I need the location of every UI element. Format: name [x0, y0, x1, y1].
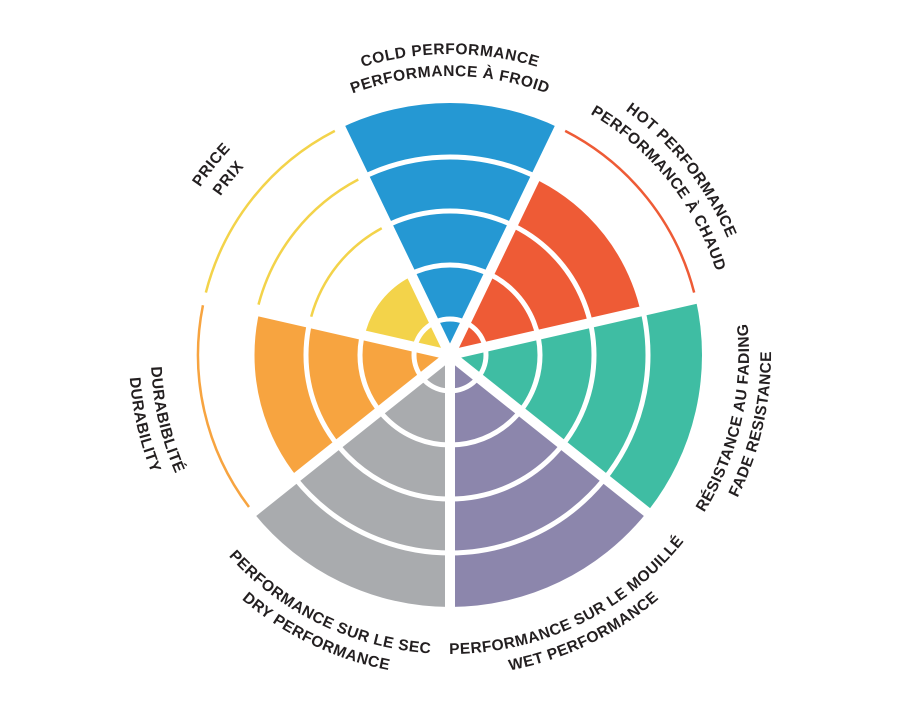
sector-separator-6 [199, 293, 452, 360]
label-cold-line2: PERFORMANCE À FROID [348, 63, 552, 97]
sector-separator-2 [448, 293, 701, 360]
label-hot-line1: HOT PERFORMANCE [623, 100, 740, 240]
label-hot-line1-text: HOT PERFORMANCE [623, 100, 739, 240]
ring-outline-hot-5 [564, 129, 696, 293]
sector-wet-fill [450, 355, 648, 607]
sector-fade-fill [450, 298, 702, 513]
sector-separator-0 [334, 122, 455, 358]
sector-separator-3 [446, 351, 654, 519]
ring-outline-durability-5 [196, 305, 250, 508]
label-cold-line2-text: PERFORMANCE À FROID [348, 63, 551, 97]
rating-sectors [196, 103, 702, 611]
sector-dry-fill [252, 355, 450, 607]
sector-separator-5 [246, 351, 454, 519]
sector-separator-1 [445, 122, 566, 358]
ring-outline-price-3 [309, 227, 383, 317]
ring-outline-price-5 [204, 129, 336, 293]
sector-durability-fill [251, 310, 450, 479]
ring-outline-price-4 [257, 178, 359, 305]
